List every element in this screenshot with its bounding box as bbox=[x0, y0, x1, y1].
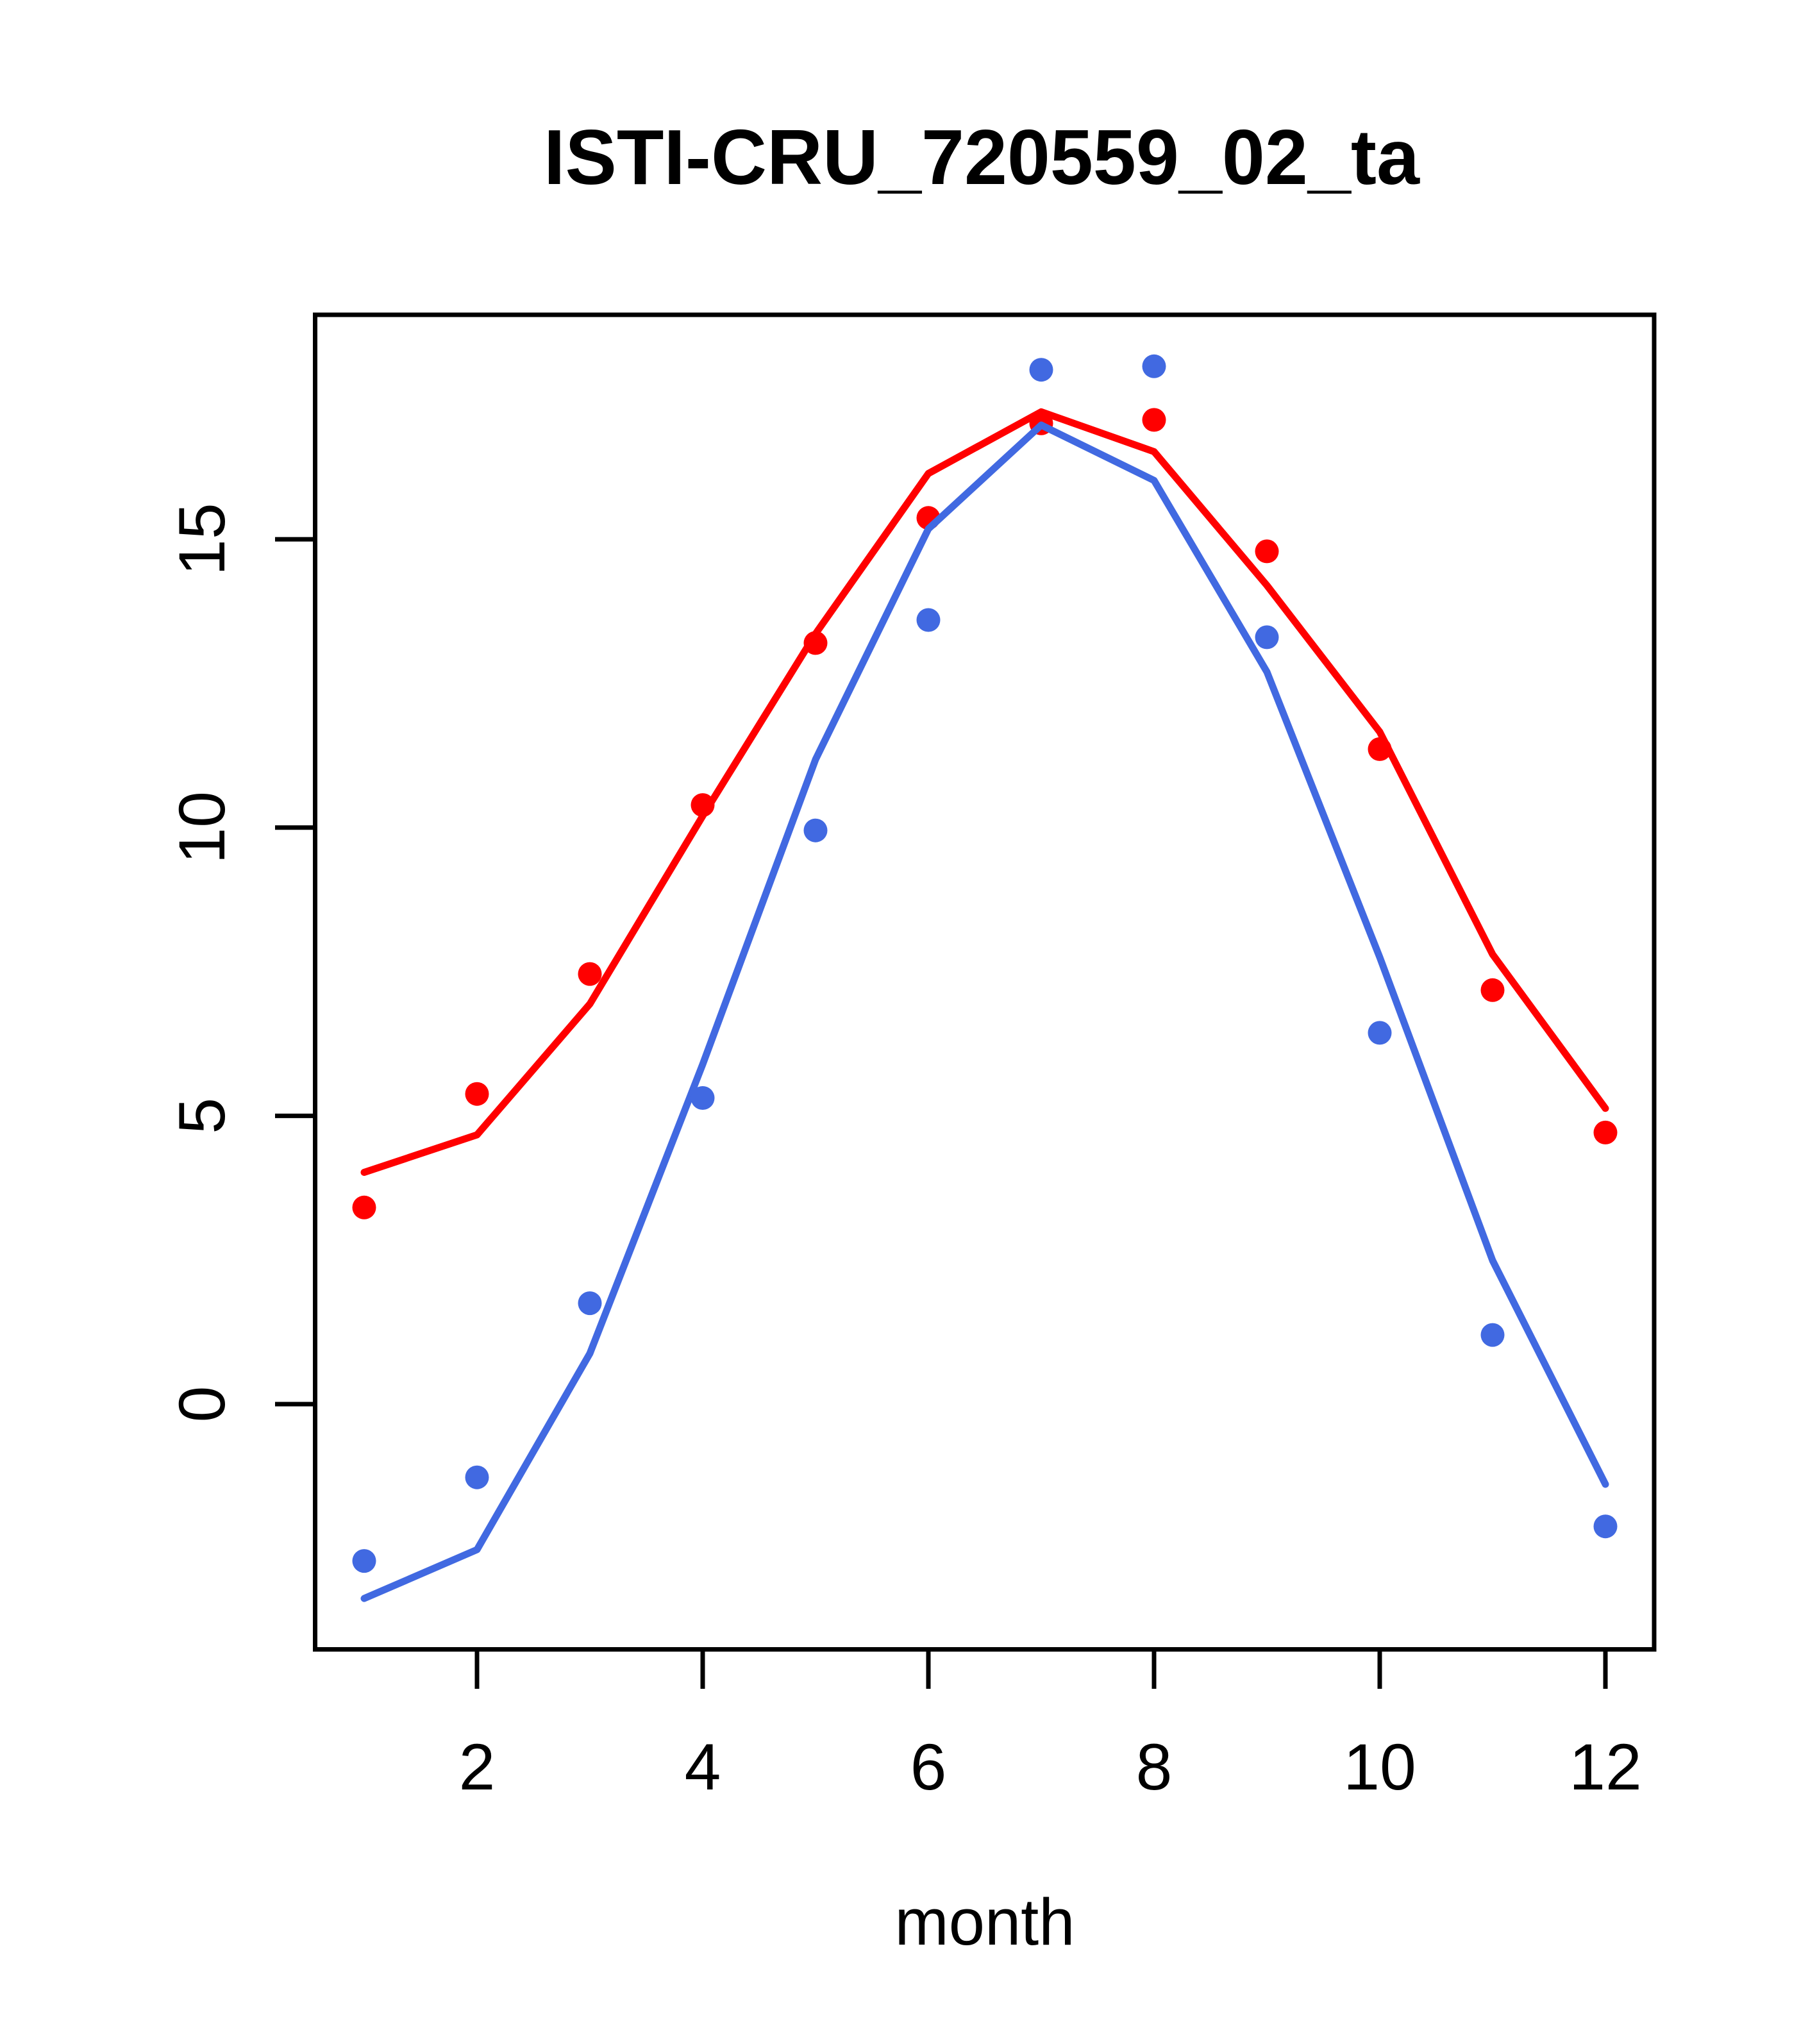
svg-text:ISTI-CRU_720559_02_ta: ISTI-CRU_720559_02_ta bbox=[544, 113, 1420, 201]
svg-text:10: 10 bbox=[1343, 1730, 1416, 1804]
svg-text:10: 10 bbox=[165, 791, 239, 864]
svg-text:12: 12 bbox=[1569, 1730, 1641, 1804]
svg-text:5: 5 bbox=[165, 1098, 239, 1134]
svg-text:4: 4 bbox=[685, 1730, 721, 1804]
svg-text:2: 2 bbox=[459, 1730, 496, 1804]
svg-text:8: 8 bbox=[1136, 1730, 1173, 1804]
svg-text:month: month bbox=[895, 1885, 1075, 1959]
svg-text:6: 6 bbox=[910, 1730, 947, 1804]
svg-text:0: 0 bbox=[165, 1386, 239, 1423]
svg-text:15: 15 bbox=[165, 503, 239, 575]
